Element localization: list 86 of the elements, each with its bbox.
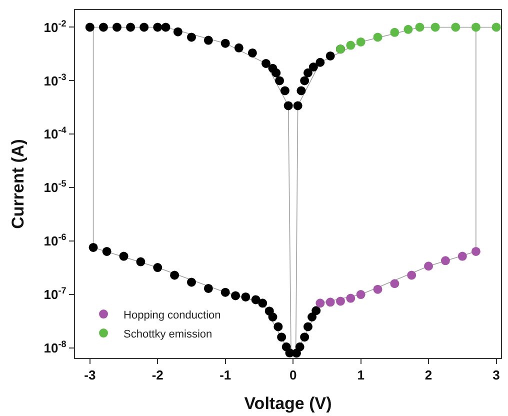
y-tick-label: 10$^{-2}$: [44, 18, 66, 35]
point: [415, 22, 424, 32]
point: [204, 284, 213, 293]
point: [231, 291, 240, 300]
point: [346, 294, 356, 303]
point: [126, 22, 136, 32]
point: [140, 22, 149, 32]
point: [390, 28, 400, 37]
x-tick-label: -3: [84, 368, 96, 383]
x-tick-label: 1: [357, 368, 364, 383]
point: [119, 252, 128, 261]
point: [88, 242, 98, 252]
point: [85, 22, 94, 32]
point: [308, 312, 317, 322]
point: [102, 246, 112, 256]
y-tick-label: 10$^{-6}$: [44, 232, 66, 249]
point: [112, 22, 122, 32]
x-tick-label: -2: [152, 368, 164, 383]
point: [300, 76, 310, 86]
point: [308, 62, 318, 72]
point: [303, 322, 312, 332]
point: [234, 43, 244, 52]
point: [373, 32, 382, 42]
point: [424, 262, 434, 271]
point: [173, 27, 182, 36]
point: [248, 48, 257, 58]
point: [204, 36, 213, 45]
point: [336, 296, 345, 306]
point: [458, 252, 467, 261]
point: [404, 24, 413, 34]
point: [471, 22, 480, 32]
point: [300, 332, 310, 342]
point: [440, 256, 450, 266]
point: [275, 76, 284, 86]
legend-label: Hopping conduction: [124, 309, 221, 322]
point: [356, 37, 366, 46]
point: [186, 278, 196, 287]
point: [316, 58, 325, 67]
point: [261, 58, 270, 68]
point: [136, 257, 146, 266]
point: [161, 22, 170, 32]
legend-label: Schottky emission: [124, 328, 212, 340]
point: [295, 342, 304, 352]
point: [272, 68, 281, 78]
point: [326, 51, 335, 60]
point: [186, 32, 196, 42]
x-tick-label: 0: [289, 368, 297, 383]
point: [274, 322, 283, 332]
point: [492, 22, 501, 32]
point: [241, 292, 250, 302]
point: [280, 86, 290, 96]
point: [153, 22, 162, 32]
point: [220, 38, 230, 48]
x-tick-label: 2: [424, 368, 432, 383]
point: [346, 40, 356, 50]
point: [268, 312, 278, 322]
y-tick-label: 10$^{-7}$: [44, 286, 66, 302]
point: [316, 298, 325, 308]
point: [258, 298, 268, 308]
point: [293, 101, 302, 110]
point: [170, 270, 180, 280]
point: [407, 270, 416, 280]
point: [284, 101, 293, 110]
point: [303, 68, 312, 78]
y-axis-title: Current (A): [8, 139, 28, 229]
point: [373, 284, 382, 294]
point: [326, 298, 335, 307]
point: [296, 86, 306, 96]
point: [390, 279, 400, 288]
x-tick-label: -1: [220, 368, 232, 383]
point: [220, 288, 230, 297]
y-tick-label: 10$^{-4}$: [44, 125, 68, 142]
x-axis-title: Voltage (V): [244, 394, 332, 414]
point: [98, 22, 108, 32]
y-tick-label: 10$^{-8}$: [44, 339, 66, 356]
point: [356, 290, 366, 300]
x-tick-label: 3: [492, 368, 500, 383]
point: [312, 306, 321, 316]
point: [471, 246, 480, 256]
point: [153, 263, 162, 272]
point: [277, 332, 286, 342]
y-tick-label: 10$^{-3}$: [44, 72, 66, 88]
point: [251, 295, 260, 304]
point: [430, 22, 440, 32]
y-tick-label: 10$^{-5}$: [44, 178, 66, 196]
point: [451, 22, 460, 32]
